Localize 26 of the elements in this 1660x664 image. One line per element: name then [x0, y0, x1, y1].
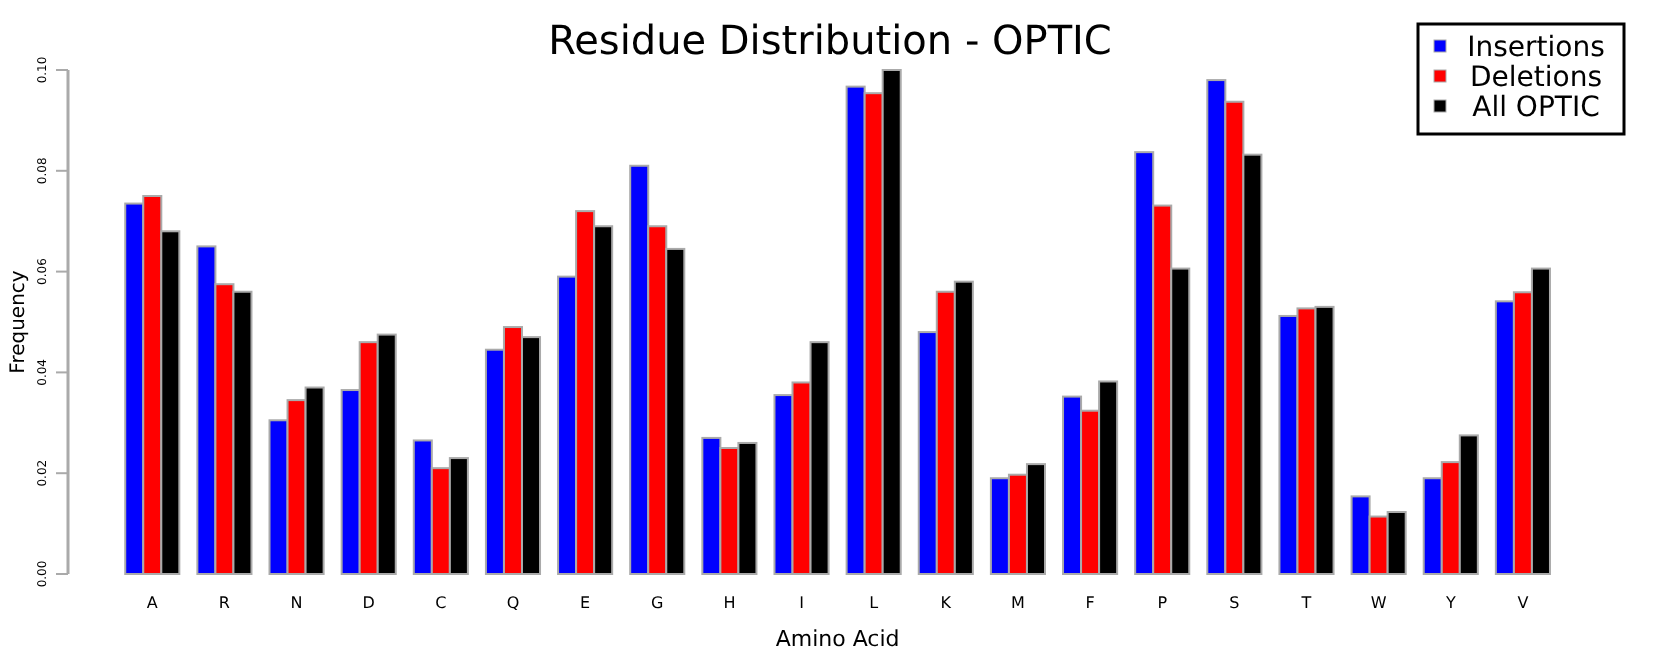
x-tick-label: E	[580, 594, 591, 612]
x-tick-label: Q	[506, 594, 520, 612]
x-tick-label: Y	[1443, 594, 1456, 612]
x-tick-label: P	[1157, 594, 1168, 612]
x-tick-label: T	[1299, 594, 1312, 612]
legend-label: All OPTIC	[1472, 92, 1601, 124]
x-axis-title: Amino Acid	[775, 626, 900, 652]
legend-label: Deletions	[1469, 62, 1603, 94]
x-tick-label: A	[146, 594, 159, 612]
x-tick-label: C	[435, 594, 448, 612]
legend-label: Insertions	[1467, 32, 1605, 64]
x-tick-label: I	[799, 594, 804, 612]
x-tick-label: D	[362, 594, 375, 612]
x-tick-label: S	[1229, 594, 1240, 612]
x-tick-label: G	[651, 594, 664, 612]
x-tick-label: L	[869, 594, 880, 612]
x-tick-label: K	[940, 594, 953, 612]
x-tick-label: F	[1085, 594, 1096, 612]
x-tick-label: R	[218, 594, 231, 612]
x-tick-label: W	[1370, 594, 1387, 612]
y-axis-title: Frequency	[8, 270, 30, 374]
chart-title: Residue Distribution - OPTIC	[548, 16, 1112, 64]
x-tick-label: V	[1517, 594, 1530, 612]
x-tick-label: N	[290, 594, 303, 612]
x-tick-label: M	[1011, 594, 1026, 612]
x-tick-label: H	[723, 594, 736, 612]
